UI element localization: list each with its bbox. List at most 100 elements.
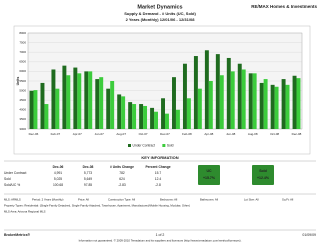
y-tick-label: 8000 [19, 31, 26, 35]
bar [62, 65, 67, 129]
x-tick-label: Feb-08 [182, 132, 192, 136]
filter: Construction Type: All [108, 198, 135, 202]
bar [51, 69, 56, 129]
bar [248, 73, 253, 129]
table-cell: 5,773 [84, 171, 92, 175]
filter: Price: All [78, 198, 89, 202]
bar [274, 86, 279, 129]
bar [88, 71, 93, 129]
bar [121, 96, 126, 129]
bar [175, 109, 180, 129]
filter: Lot Size: All [244, 198, 259, 202]
x-tick-label: Dec-06 [29, 132, 39, 136]
x-tick-label: Apr-07 [73, 132, 82, 136]
y-tick-label: 3500 [19, 117, 26, 121]
y-tick-label: 7500 [19, 40, 26, 44]
key-info-title: KEY INFORMATION [141, 155, 178, 160]
x-tick-label: Dec-07 [160, 132, 170, 136]
y-tick-label: 4000 [19, 108, 26, 112]
bar [193, 56, 198, 129]
y-tick-label: 6500 [19, 60, 26, 64]
bar [281, 79, 286, 129]
table-cell: 5,025 [54, 177, 62, 181]
bar [215, 54, 220, 130]
bar [263, 79, 268, 129]
bar [73, 67, 78, 129]
x-tick-label: Aug-07 [116, 132, 126, 136]
legend-swatch [162, 144, 166, 147]
badge-value: +12.4% [257, 176, 270, 180]
bar [150, 107, 155, 129]
bar [292, 75, 297, 129]
bar [186, 98, 191, 129]
x-tick-label: Dec-08 [292, 132, 302, 136]
bar [208, 81, 213, 129]
table-cell: 12.4 [155, 177, 162, 181]
badge [252, 165, 274, 185]
x-tick-label: Oct-07 [139, 132, 148, 136]
table-cell: -2.83 [118, 183, 126, 187]
bar [285, 84, 290, 129]
y-tick-label: 5000 [19, 88, 26, 92]
badge-label: Sold [259, 169, 267, 173]
bar [106, 88, 111, 129]
bar [99, 77, 104, 129]
bar [204, 50, 209, 129]
table-cell: 5,649 [84, 177, 92, 181]
row-label: Sold/UC % [4, 183, 20, 187]
bar [154, 111, 158, 129]
legend-swatch [128, 144, 131, 147]
row-label: Under Contract [4, 171, 26, 175]
bar [128, 102, 133, 129]
bar [40, 82, 45, 129]
table-cell: 97.85 [84, 183, 92, 187]
bar [226, 57, 231, 129]
bar [230, 71, 235, 129]
bar [139, 104, 144, 129]
y-tick-label: 6000 [19, 69, 26, 73]
bar [55, 88, 60, 129]
bar [165, 113, 169, 129]
bar [66, 75, 71, 129]
x-tick-label: Jun-08 [226, 132, 236, 136]
footer-date: 01/09/09 [302, 233, 316, 237]
badge-value: +15.7% [203, 176, 216, 180]
y-tick-label: 3000 [19, 127, 26, 131]
filter: Sq Ft: All [282, 198, 294, 202]
x-tick-label: Feb-07 [51, 132, 61, 136]
bar [44, 104, 49, 129]
bar [237, 63, 242, 129]
bar [161, 98, 165, 129]
bar [143, 105, 148, 129]
footer-page: 1 of 2 [156, 233, 165, 237]
y-tick-label: 5500 [19, 79, 26, 83]
x-tick-label: Apr-08 [204, 132, 213, 136]
period: 2 Years (Monthly) 12/01/06 - 12/31/08 [126, 17, 196, 22]
table-header: Percent Change [145, 165, 170, 169]
bar [252, 73, 257, 129]
bar [182, 63, 187, 129]
table-cell: 15.7 [155, 171, 162, 175]
bar [33, 90, 38, 129]
bar [296, 78, 301, 129]
brand: RE/MAX Homes & Investments [251, 4, 317, 9]
filter: Bedrooms: All [160, 198, 178, 202]
property-types: Property Types: Residential: (Single Fam… [4, 204, 190, 208]
filter: Period: 2 Years (Monthly) [32, 198, 63, 202]
table-cell: -2.8 [155, 183, 161, 187]
bar [259, 82, 264, 129]
filter: MLS: ARMLS [4, 198, 21, 202]
bar [219, 75, 224, 129]
table-cell: 4,991 [54, 171, 62, 175]
table-cell: 100.68 [53, 183, 63, 187]
legend-label: Sold [167, 144, 174, 148]
subtitle: Supply & Demand - # Units (UC, Sold) [124, 11, 196, 16]
bar [84, 71, 89, 129]
bar [172, 77, 176, 129]
row-label: Sold [4, 177, 11, 181]
table-cell: 624 [119, 177, 125, 181]
bar [270, 84, 275, 129]
bar [117, 94, 122, 129]
filter: Bathrooms: All [200, 198, 218, 202]
